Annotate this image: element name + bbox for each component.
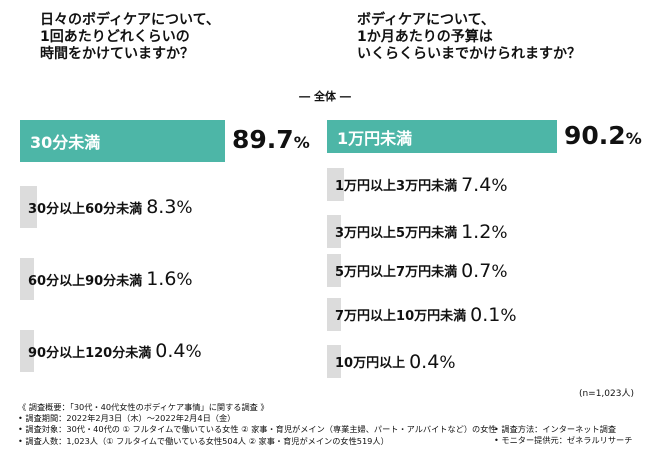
budget-lead-value-label: 90.2% bbox=[564, 120, 642, 150]
budget-category-label: 5万円以上7万円未満 bbox=[335, 265, 458, 280]
time-category-label: 90分以上120分未満 bbox=[28, 345, 152, 361]
budget-category-label: 7万円以上10万円未満 bbox=[335, 309, 467, 324]
time-row: 30分以上60分未満 8.3% bbox=[20, 186, 320, 228]
left-question-title: 日々のボディケアについて、 1回あたりどれくらいの 時間をかけていますか？ bbox=[40, 12, 220, 62]
chart-subtitle: ― 全体 ― bbox=[299, 90, 351, 103]
budget-row: 1万円未満 bbox=[327, 120, 557, 153]
budget-bar bbox=[327, 298, 341, 331]
budget-value-label: 0.4% bbox=[409, 350, 456, 373]
time-category-label: 60分以上90分未満 bbox=[28, 273, 143, 289]
right-question-title: ボディケアについて、 1か月あたりの予算は いくらくらいまでかけられますか？ bbox=[357, 12, 581, 62]
survey-footer-left: 《 調査概要：「30代・40代女性のボディケア事情」に関する調査 》 • 調査期… bbox=[18, 402, 497, 447]
budget-category-label: 1万円未満 bbox=[337, 128, 413, 148]
budget-row: 10万円以上 0.4% bbox=[327, 345, 627, 378]
time-bar bbox=[20, 186, 37, 228]
time-bar bbox=[20, 258, 34, 300]
footer-line: • モニター提供元：ゼネラルリサーチ bbox=[494, 435, 633, 446]
time-row: 60分以上90分未満 1.6% bbox=[20, 258, 320, 300]
budget-row: 7万円以上10万円未満 0.1% bbox=[327, 298, 627, 331]
time-value-label: 1.6% bbox=[146, 268, 193, 290]
budget-category-label: 1万円以上3万円未満 bbox=[335, 179, 458, 194]
budget-category-label: 3万円以上5万円未満 bbox=[335, 226, 458, 241]
time-value-label: 8.3% bbox=[146, 196, 193, 218]
time-lead-value-label: 89.7% bbox=[232, 125, 310, 154]
budget-value-label: 0.1% bbox=[470, 303, 517, 326]
footer-line: • 調査人数：1,023人（① フルタイムで働いている女性504人 ② 家事・育… bbox=[18, 435, 389, 446]
budget-bar bbox=[327, 215, 341, 248]
time-category-label: 30分未満 bbox=[30, 133, 101, 152]
budget-bar bbox=[327, 120, 557, 153]
time-category-label: 30分以上60分未満 bbox=[28, 201, 143, 217]
sample-size-note: (n=1,023人) bbox=[578, 389, 634, 399]
budget-row: 1万円以上3万円未満 7.4% bbox=[327, 168, 627, 201]
budget-bar bbox=[327, 168, 345, 201]
footer-line: • 調査対象：30代・40代の ① フルタイムで働いている女性 ② 家事・育児が… bbox=[18, 424, 497, 435]
time-row: 30分未満 bbox=[20, 120, 225, 162]
budget-row: 5万円以上7万円未満 0.7% bbox=[327, 254, 627, 287]
budget-category-label: 10万円以上 bbox=[335, 356, 406, 371]
budget-value-label: 0.7% bbox=[461, 259, 508, 282]
budget-value-label: 7.4% bbox=[461, 173, 508, 196]
footer-line: 《 調査概要：「30代・40代女性のボディケア事情」に関する調査 》 bbox=[18, 402, 269, 412]
budget-bar bbox=[327, 345, 341, 378]
survey-footer-right: • 調査方法：インターネット調査 • モニター提供元：ゼネラルリサーチ bbox=[494, 424, 632, 446]
budget-bar bbox=[327, 254, 341, 287]
budget-value-label: 1.2% bbox=[461, 220, 508, 243]
time-row: 90分以上120分未満 0.4% bbox=[20, 330, 320, 372]
time-bar bbox=[20, 120, 225, 162]
time-bar bbox=[20, 330, 34, 372]
footer-line: • 調査期間：2022年2月3日（木）〜2022年2月4日（金） bbox=[18, 413, 236, 424]
footer-line: • 調査方法：インターネット調査 bbox=[494, 424, 617, 434]
time-value-label: 0.4% bbox=[155, 340, 202, 362]
budget-row: 3万円以上5万円未満 1.2% bbox=[327, 215, 627, 248]
